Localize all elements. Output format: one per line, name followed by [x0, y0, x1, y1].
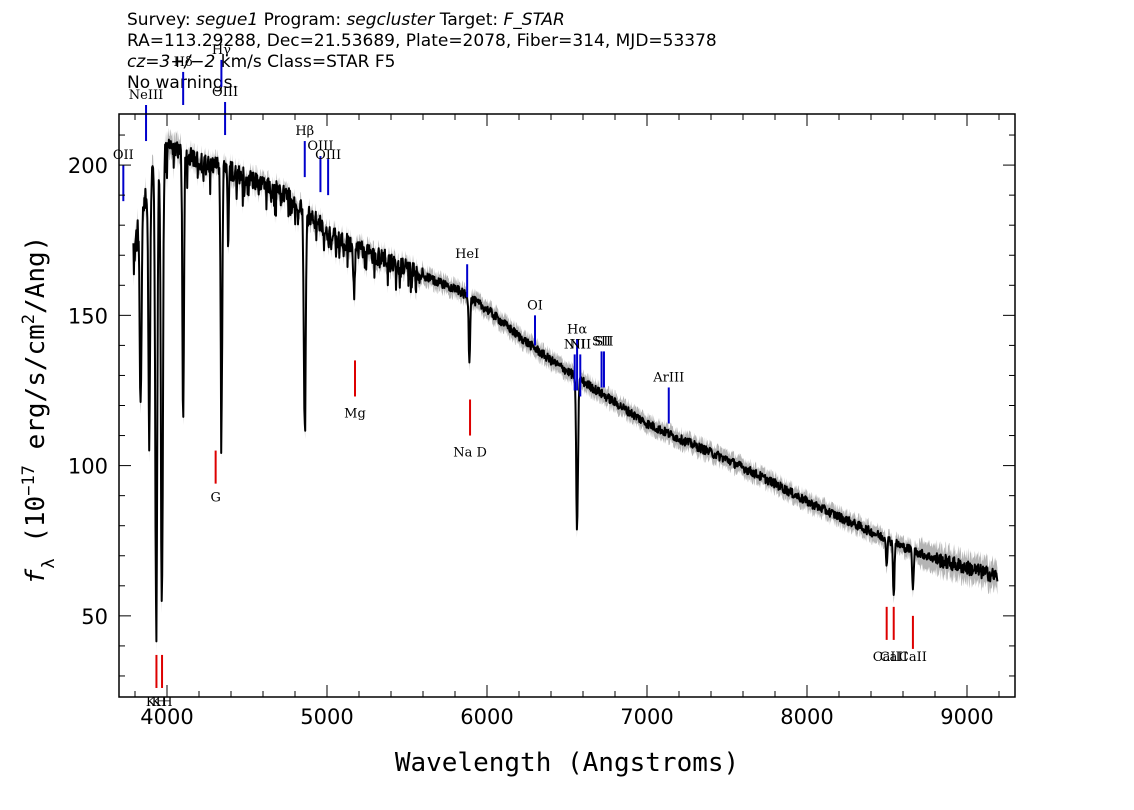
absorption-line-marker: CaII	[899, 615, 927, 665]
emission-marker-label: NII	[569, 337, 591, 352]
target-value: F_STAR	[503, 10, 565, 30]
y-axis-flux-symbol: f	[21, 568, 51, 584]
y-tick-label: 200	[68, 154, 108, 178]
class-info: km/s Class=STAR F5	[215, 52, 396, 72]
emission-line-marker: SII	[592, 334, 611, 388]
emission-line-marker: OIII	[315, 148, 341, 196]
y-tick-label: 100	[68, 455, 108, 479]
absorption-line-marker: KH	[146, 654, 167, 710]
emission-marker-label: SII	[594, 334, 613, 349]
error-band-layer	[133, 127, 998, 654]
absorption-line-marker: KH	[152, 654, 173, 710]
spectrum-layer	[132, 138, 999, 643]
absorption-marker-label: KH	[152, 695, 173, 710]
header-line-3: cz=3+/−2 km/s Class=STAR F5	[127, 52, 717, 73]
absorption-marker-label: CaII	[873, 650, 901, 665]
emission-marker-label: OIII	[212, 85, 238, 100]
program-label: Program:	[258, 10, 347, 30]
emission-marker-label: Hα	[567, 322, 587, 337]
emission-marker-label: NeIII	[129, 88, 163, 103]
absorption-marker-label: G	[210, 491, 220, 506]
axes-layer: 4000 5000 6000 7000 8000 9000 50 100 150 200	[68, 113, 1016, 729]
emission-line-marker: Hγ	[212, 43, 231, 87]
emission-marker-label: OIII	[307, 139, 333, 154]
emission-line-marker: ArIII	[652, 370, 684, 424]
header-line-2: RA=113.29288, Dec=21.53689, Plate=2078, …	[127, 31, 717, 51]
emission-line-marker: OIII	[212, 85, 238, 136]
absorption-marker-label: CaII	[899, 650, 927, 665]
absorption-line-marker: CaII	[873, 606, 901, 665]
absorption-line-marker: CaII	[880, 606, 908, 665]
absorption-line-marker: Mg	[344, 360, 366, 422]
emission-marker-label: OI	[527, 298, 543, 313]
emission-line-marker: Hδ	[174, 55, 193, 105]
spectrum-line	[132, 138, 999, 643]
emission-line-marker: OII	[113, 148, 134, 202]
x-tick-label: 8000	[780, 705, 833, 729]
y-axis-title: fλ (10−17 erg/s/cm2/Ang)	[19, 236, 59, 585]
plot-frame	[118, 113, 1016, 698]
emission-marker-label: SII	[592, 334, 611, 349]
emission-line-marker: NeIII	[129, 88, 163, 142]
x-tick-label: 5000	[300, 705, 353, 729]
survey-value: segue1	[196, 10, 259, 30]
absorption-line-marker: G	[210, 450, 221, 506]
emission-marker-label: Hβ	[295, 124, 314, 139]
emission-line-marker: Hα	[567, 322, 587, 391]
x-tick-label: 4000	[140, 705, 193, 729]
x-tick-label: 6000	[460, 705, 513, 729]
survey-label: Survey:	[127, 10, 197, 30]
emission-line-marker: OI	[527, 298, 543, 346]
emission-line-marker: Hβ	[295, 124, 314, 178]
emission-line-marker: NII	[564, 337, 586, 391]
absorption-line-marker: Na D	[453, 399, 487, 461]
emission-line-marker: OIII	[307, 139, 333, 193]
y-axis-exponent: −17	[19, 465, 39, 496]
target-label: Target:	[434, 10, 504, 30]
absorption-marker-label: KH	[146, 695, 167, 710]
spectrum-header: Survey: segue1 Program: segcluster Targe…	[127, 10, 717, 94]
y-axis-unit-mid: erg/s/cm	[21, 324, 51, 465]
emission-line-marker: NII	[569, 337, 591, 397]
x-tick-label: 7000	[620, 705, 673, 729]
emission-marker-label: ArIII	[652, 370, 684, 385]
header-line-1: Survey: segue1 Program: segcluster Targe…	[127, 10, 717, 31]
program-value: segcluster	[346, 10, 435, 30]
emission-marker-label: NII	[564, 337, 586, 352]
y-axis-unit-open: (10	[21, 496, 51, 559]
emission-marker-label: Hδ	[174, 55, 193, 70]
emission-line-marker: SII	[594, 334, 614, 388]
absorption-marker-label: CaII	[880, 650, 908, 665]
absorption-marker-label: Na D	[453, 446, 487, 461]
emission-marker-label: Hγ	[212, 43, 231, 58]
emission-line-marker: HeI	[455, 247, 479, 298]
emission-marker-label: OII	[113, 148, 134, 163]
emission-marker-label: HeI	[455, 247, 479, 262]
y-axis-unit-close: /Ang)	[21, 236, 51, 314]
y-tick-label: 50	[81, 605, 108, 629]
redshift-value: cz=3+/−2	[127, 52, 216, 72]
x-tick-label: 9000	[940, 705, 993, 729]
y-axis-cm-exponent: 2	[19, 314, 39, 324]
x-axis-title: Wavelength (Angstroms)	[395, 748, 739, 778]
absorption-marker-label: Mg	[344, 407, 366, 422]
flux-error-band	[133, 127, 998, 654]
emission-marker-label: OIII	[315, 148, 341, 163]
y-tick-label: 150	[68, 304, 108, 328]
y-axis-lambda-subscript: λ	[39, 558, 59, 568]
